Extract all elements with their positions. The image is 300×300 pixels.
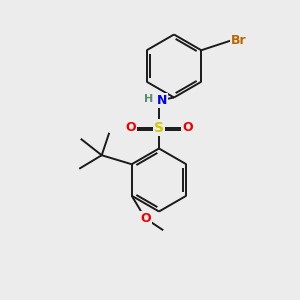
Text: Br: Br <box>231 34 246 47</box>
Text: N: N <box>157 94 167 107</box>
Text: O: O <box>140 212 151 225</box>
Text: O: O <box>182 121 193 134</box>
Text: H: H <box>144 94 153 104</box>
Text: S: S <box>154 121 164 134</box>
Text: O: O <box>125 121 136 134</box>
